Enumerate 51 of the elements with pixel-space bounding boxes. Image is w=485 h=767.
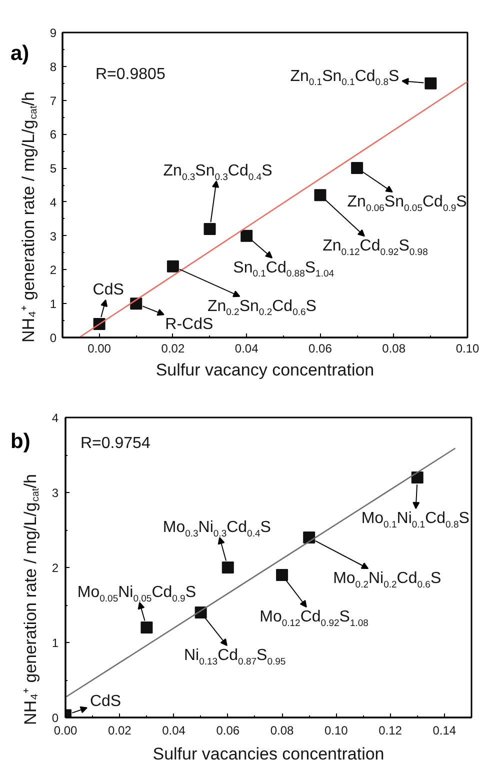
- chart-title: a): [10, 42, 30, 65]
- point: [351, 162, 364, 174]
- y-tick-label: 0: [52, 711, 59, 725]
- y-tick-label: 6: [50, 128, 57, 142]
- y-tick-label: 3: [52, 486, 59, 500]
- annotation: R=0.9754: [80, 435, 150, 452]
- x-tick-label: 0.04: [234, 342, 259, 356]
- x-tick-label: 0.12: [378, 724, 402, 738]
- y-tick-label: 1: [52, 636, 59, 650]
- point: [166, 260, 179, 272]
- y-tick-label: 3: [50, 229, 57, 244]
- y-tick-label: 7: [50, 94, 57, 108]
- y-tick-label: 9: [50, 26, 57, 40]
- point: [424, 77, 437, 90]
- y-tick-label: 1: [50, 297, 57, 312]
- y-tick-label: 0: [50, 331, 57, 345]
- point: [204, 223, 216, 236]
- x-tick-label: 0.10: [324, 724, 348, 738]
- x-tick-label: 0.14: [432, 724, 456, 738]
- point: [303, 532, 316, 544]
- x-tick-label: 0.06: [308, 342, 332, 356]
- x-axis-title: Sulfur vacancy concentration: [156, 360, 374, 380]
- point: [314, 189, 326, 202]
- point: [240, 230, 253, 242]
- annotation: R-CdS: [165, 316, 214, 334]
- x-tick-label: 0.04: [162, 724, 186, 738]
- annotation: CdS: [90, 692, 122, 710]
- y-tick-label: 4: [52, 411, 59, 425]
- y-tick-label: 2: [50, 263, 57, 278]
- x-tick-label: 0.02: [161, 342, 185, 356]
- annotation: R=0.9805: [96, 66, 166, 83]
- y-tick-label: 2: [52, 561, 59, 575]
- point: [411, 472, 424, 484]
- y-tick-label: 5: [50, 162, 57, 176]
- y-tick-label: 8: [50, 60, 57, 74]
- text: b): [10, 430, 30, 453]
- x-axis-title: Sulfur vacancies concentration: [152, 744, 384, 764]
- x-tick-label: 0.00: [88, 342, 112, 356]
- x-tick-label: 0.02: [108, 724, 132, 738]
- x-tick-label: 0.08: [382, 342, 406, 356]
- point: [276, 569, 288, 581]
- annotation: CdS: [92, 281, 124, 298]
- y-axis-title: NH₄⁺ generation rate / mg/L/gcat/h: [21, 474, 42, 725]
- x-tick-label: 0.00: [54, 724, 78, 738]
- x-tick-label: 0.10: [456, 342, 480, 356]
- y-axis-title: NH₄⁺ generation rate / mg/L/gcat/h: [19, 92, 40, 342]
- point: [222, 562, 234, 574]
- point: [140, 622, 153, 634]
- x-tick-label: 0.08: [270, 724, 294, 738]
- x-tick-label: 0.06: [216, 724, 240, 738]
- y-tick-label: 4: [50, 195, 57, 210]
